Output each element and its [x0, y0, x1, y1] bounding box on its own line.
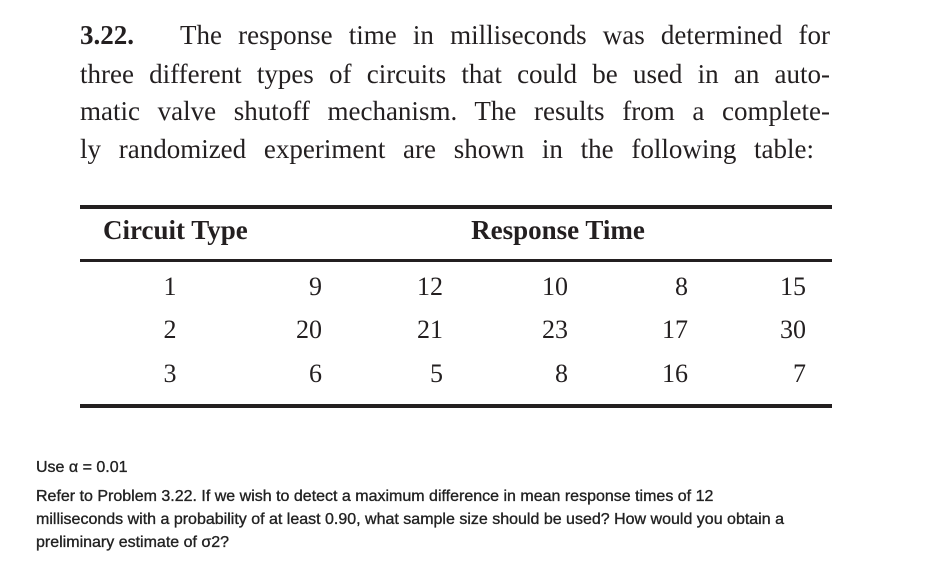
problem-line: three different types of circuits that c… — [80, 59, 830, 89]
response-time: 6 — [309, 359, 322, 388]
alpha-note: Use α = 0.01 — [36, 459, 128, 476]
question-line: preliminary estimate of σ2? — [36, 534, 230, 551]
question-line: milliseconds with a probability of at le… — [36, 511, 784, 528]
table-rule — [80, 404, 832, 408]
response-time: 8 — [555, 359, 568, 388]
response-time: 20 — [296, 315, 322, 344]
response-time: 12 — [417, 272, 443, 301]
circuit-type: 3 — [163, 359, 177, 388]
response-time: 30 — [780, 315, 806, 344]
problem-line: ly randomized experiment are shown in th… — [80, 134, 814, 164]
response-time: 17 — [662, 315, 688, 344]
response-time: 15 — [780, 272, 806, 301]
table-header: Circuit Type — [103, 215, 248, 245]
response-time: 9 — [309, 272, 322, 301]
problem-line: The response time in milliseconds was de… — [180, 20, 830, 50]
question-line: Refer to Problem 3.22. If we wish to det… — [36, 488, 714, 505]
response-time: 8 — [675, 272, 688, 301]
response-time: 10 — [542, 272, 568, 301]
response-time: 5 — [430, 359, 443, 388]
response-time: 23 — [542, 315, 568, 344]
problem-number: 3.22. — [80, 20, 134, 50]
table-rule — [80, 205, 832, 209]
response-time: 16 — [662, 359, 688, 388]
response-time: 7 — [793, 359, 806, 388]
circuit-type: 2 — [163, 315, 177, 344]
problem-line: matic valve shutoff mechanism. The resul… — [80, 96, 830, 126]
response-time: 21 — [417, 315, 443, 344]
table-rule — [80, 259, 832, 262]
table-header: Response Time — [471, 215, 645, 245]
circuit-type: 1 — [163, 272, 177, 301]
